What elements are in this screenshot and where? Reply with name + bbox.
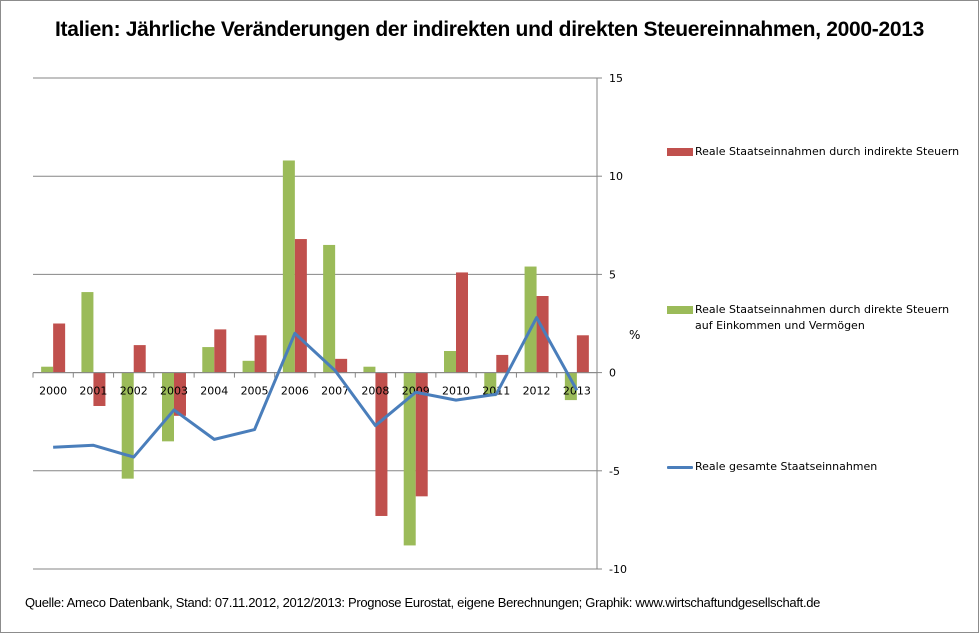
legend-label: Reale gesamte Staatseinnahmen [695, 460, 878, 473]
bar-indirect-2000 [53, 323, 66, 373]
bar-direct-2013 [564, 372, 577, 401]
y-tick-label: 5 [609, 268, 616, 281]
legend-swatch-line [667, 466, 693, 469]
bar-indirect-2004 [214, 329, 227, 373]
legend-label: Reale Staatseinnahmen durch direkte Steu… [695, 303, 950, 332]
gridlines [33, 77, 597, 570]
bar-direct-2002 [121, 372, 134, 479]
chart-title: Italien: Jährliche Veränderungen der ind… [54, 18, 925, 41]
bar-direct-2010 [444, 350, 456, 373]
bars [41, 160, 589, 546]
x-tick-label: 2008 [361, 385, 389, 398]
source-note: Quelle: Ameco Datenbank, Stand: 07.11.20… [25, 595, 821, 610]
bar-direct-2004 [202, 347, 215, 373]
line-total-revenue [53, 316, 579, 459]
bar-indirect-2011 [496, 354, 509, 373]
bar-direct-2003 [162, 372, 174, 442]
x-tick-label: 2003 [160, 385, 188, 398]
bar-direct-2011 [484, 372, 497, 397]
axes: 15 10 5 0 -5 -10 2000 2001 2002 2003 2004 2005 2006 2… [32, 72, 627, 576]
bar-indirect-2005 [254, 335, 267, 373]
x-tick-label: 2010 [442, 385, 470, 398]
x-tick-label: 2001 [79, 385, 107, 398]
bar-direct-2012 [524, 266, 537, 373]
bar-direct-2008 [363, 366, 376, 373]
bar-indirect-2001 [93, 372, 106, 406]
x-tick-label: 2007 [321, 385, 349, 398]
bar-indirect-2008 [375, 372, 388, 516]
x-tick-label: 2012 [523, 385, 551, 398]
bar-direct-2006 [282, 160, 295, 373]
bar-direct-2009 [403, 372, 416, 546]
y-tick-label: -5 [609, 465, 620, 478]
bar-direct-2007 [323, 244, 336, 373]
x-tick-label: 2006 [281, 385, 309, 398]
y-tick-label: 0 [609, 367, 616, 380]
bar-direct-2001 [81, 292, 94, 373]
y-tick-label: -10 [609, 563, 627, 576]
bar-indirect-2013 [576, 335, 589, 373]
bar-indirect-2006 [294, 239, 307, 373]
y-axis-label: % [629, 328, 640, 342]
y-tick-label: 10 [609, 170, 623, 183]
bar-indirect-2003 [174, 372, 186, 416]
x-tick-label: 2000 [39, 385, 67, 398]
x-tick-label: 2004 [200, 385, 228, 398]
bar-indirect-2007 [335, 358, 348, 373]
x-tick-label: 2002 [120, 385, 148, 398]
bar-direct-2000 [41, 366, 54, 373]
bar-direct-2005 [242, 360, 255, 373]
bar-indirect-2002 [133, 345, 146, 373]
legend-swatch-green [667, 306, 693, 314]
legend-swatch-red [667, 148, 693, 156]
legend-label: Reale Staatseinnahmen durch indirekte St… [695, 145, 960, 158]
bar-indirect-2010 [456, 272, 468, 373]
bar-indirect-2012 [536, 296, 549, 373]
y-tick-label: 15 [609, 72, 623, 85]
total-line [53, 316, 579, 459]
x-tick-label: 2013 [563, 385, 591, 398]
bar-indirect-2009 [415, 372, 428, 497]
x-tick-label: 2005 [241, 385, 269, 398]
